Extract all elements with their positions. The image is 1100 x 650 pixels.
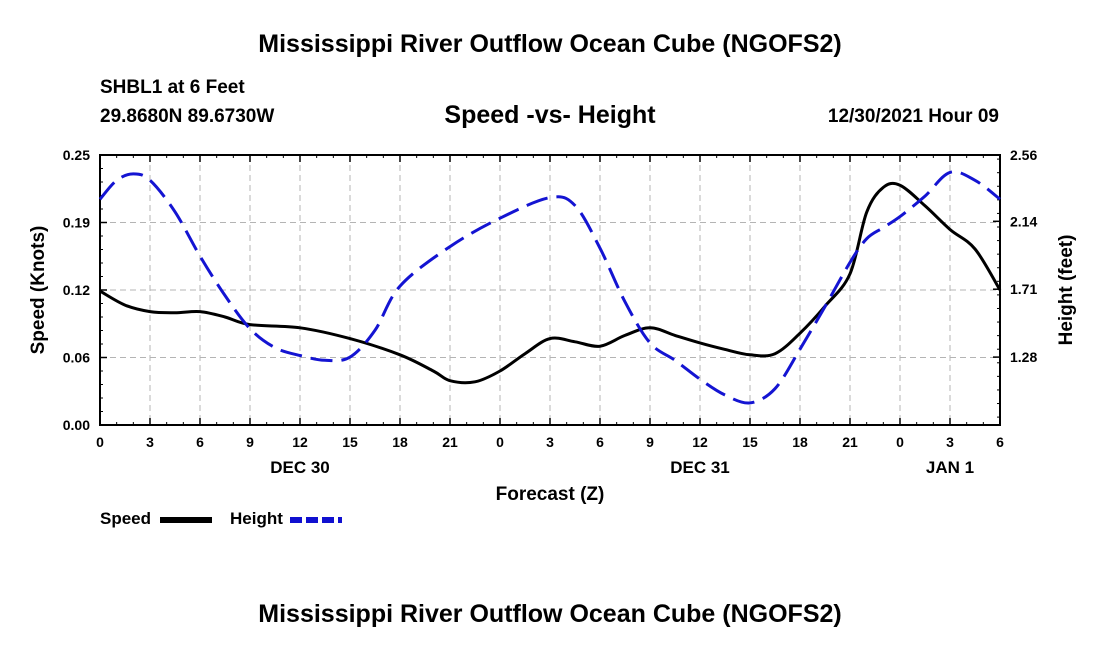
left-y-axis-title: Speed (Knots): [28, 226, 49, 355]
x-tick-label: 3: [546, 434, 554, 450]
x-tick-label: 3: [946, 434, 954, 450]
x-tick-label: 18: [392, 434, 408, 450]
x-axis-title: Forecast (Z): [496, 484, 605, 505]
footer-title: Mississippi River Outflow Ocean Cube (NG…: [258, 600, 842, 628]
x-tick-label: 6: [596, 434, 604, 450]
legend-speed-label: Speed: [100, 509, 152, 528]
x-tick-label: 15: [742, 434, 758, 450]
x-tick-label: 6: [996, 434, 1004, 450]
right-y-axis-title: Height (feet): [1056, 235, 1077, 346]
coordinates-label: 29.8680N 89.6730W: [100, 106, 275, 127]
x-tick-label: 3: [146, 434, 154, 450]
right-y-tick-label: 1.71: [1010, 281, 1037, 297]
x-tick-label: 9: [246, 434, 254, 450]
x-tick-label: 21: [442, 434, 458, 450]
left-y-tick-label: 0.06: [63, 350, 90, 366]
right-y-tick-label: 2.14: [1010, 213, 1037, 229]
x-tick-label: 12: [692, 434, 708, 450]
right-y-tick-label: 1.28: [1010, 349, 1037, 365]
date-label: DEC 31: [670, 458, 730, 477]
x-tick-label: 0: [496, 434, 504, 450]
left-y-tick-label: 0.00: [63, 417, 90, 433]
x-tick-label: 21: [842, 434, 858, 450]
x-tick-label: 12: [292, 434, 308, 450]
date-label: JAN 1: [926, 458, 974, 477]
x-tick-label: 15: [342, 434, 358, 450]
legend-height-label: Height: [230, 509, 283, 528]
speed-series-line: [99, 181, 1002, 385]
height-series-line: [98, 170, 1001, 405]
left-y-tick-label: 0.12: [63, 282, 90, 298]
left-y-tick-label: 0.19: [63, 215, 90, 231]
station-label: SHBL1 at 6 Feet: [100, 77, 245, 98]
chart-subtitle: Speed -vs- Height: [444, 101, 656, 129]
chart-title: Mississippi River Outflow Ocean Cube (NG…: [258, 30, 842, 58]
date-label: DEC 30: [270, 458, 330, 477]
legend-speed-swatch: [160, 517, 212, 523]
x-tick-label: 6: [196, 434, 204, 450]
datetime-label: 12/30/2021 Hour 09: [827, 106, 999, 127]
x-tick-label: 0: [96, 434, 104, 450]
left-y-tick-label: 0.25: [63, 147, 90, 163]
right-y-tick-label: 2.56: [1010, 147, 1037, 163]
x-tick-label: 18: [792, 434, 808, 450]
legend-height-swatch: [290, 517, 342, 523]
x-tick-label: 0: [896, 434, 904, 450]
x-tick-label: 9: [646, 434, 654, 450]
